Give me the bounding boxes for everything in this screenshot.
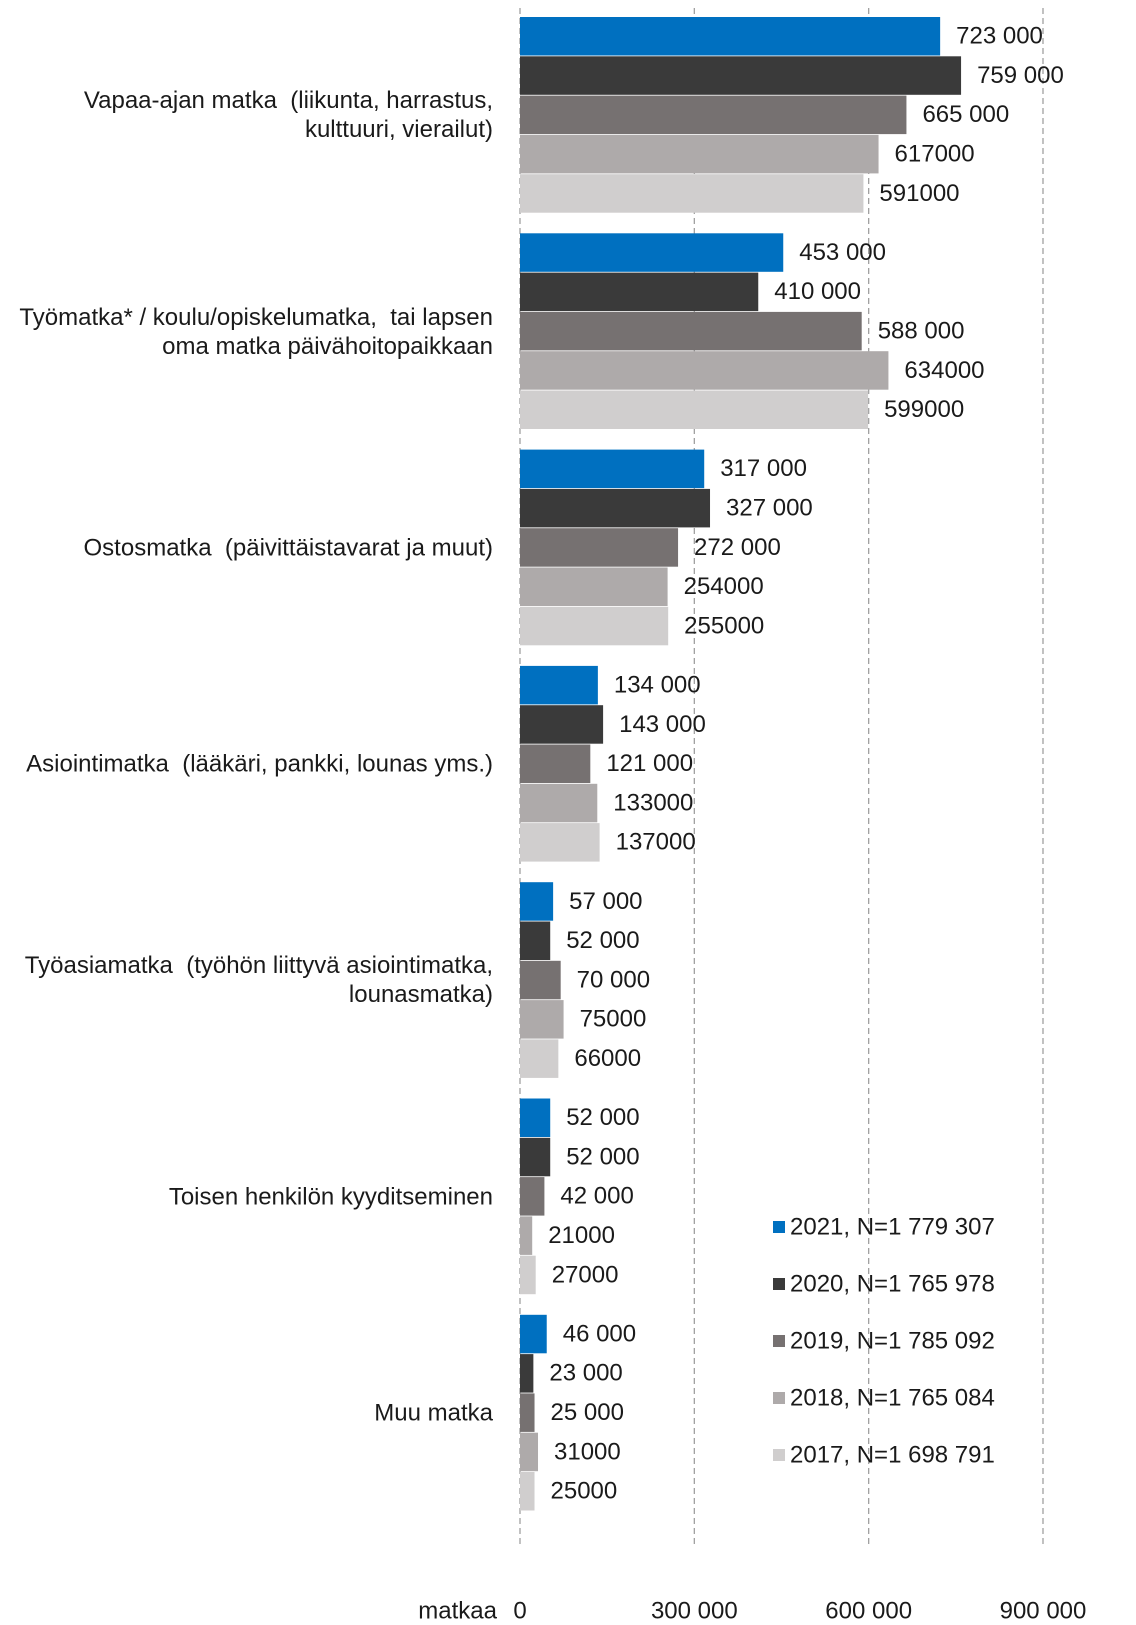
bar <box>520 56 962 95</box>
bar <box>520 1393 535 1432</box>
bar <box>520 233 784 272</box>
value-label: 588 000 <box>878 317 965 344</box>
value-label: 599000 <box>884 396 964 423</box>
x-tick-label: 0 <box>513 1597 526 1624</box>
legend-label: 2019, N=1 785 092 <box>790 1327 995 1354</box>
category-label: Ostosmatka (päivittäistavarat ja muut) <box>83 534 493 562</box>
value-label: 591000 <box>879 180 959 207</box>
bar <box>520 1472 535 1511</box>
category-label: Muu matka <box>374 1399 493 1427</box>
legend-swatch <box>773 1449 785 1461</box>
bar <box>520 528 679 567</box>
legend-label: 2017, N=1 698 791 <box>790 1441 995 1468</box>
bar <box>520 1255 536 1295</box>
bar <box>520 1039 559 1078</box>
value-label: 134 000 <box>614 671 701 698</box>
bar <box>520 1216 533 1255</box>
bar <box>520 95 907 135</box>
legend-swatch <box>773 1221 785 1233</box>
category-label: Työmatka* / koulu/opiskelumatka, tai lap… <box>19 303 500 360</box>
category-label: Työasiamatka (työhön liittyvä asiointima… <box>24 952 500 1009</box>
value-label: 254000 <box>684 573 764 600</box>
value-label: 453 000 <box>799 239 886 266</box>
value-label: 52 000 <box>566 927 639 954</box>
value-label: 75000 <box>580 1006 647 1033</box>
value-label: 327 000 <box>726 494 813 521</box>
value-label: 52 000 <box>566 1143 639 1170</box>
bar <box>520 1098 551 1137</box>
bar <box>520 960 561 1000</box>
value-label: 46 000 <box>563 1320 636 1347</box>
bar <box>520 17 941 56</box>
legend-swatch <box>773 1392 785 1404</box>
bar <box>520 823 600 862</box>
value-label: 57 000 <box>569 888 642 915</box>
bar <box>520 311 862 351</box>
bar <box>520 665 598 705</box>
legend-label: 2020, N=1 765 978 <box>790 1270 995 1297</box>
bar <box>520 272 759 312</box>
value-label: 723 000 <box>956 23 1043 50</box>
x-tick-label: 900 000 <box>1000 1597 1087 1624</box>
value-label: 133000 <box>613 789 693 816</box>
bar <box>520 606 669 646</box>
bar <box>520 1354 534 1393</box>
bar <box>520 488 711 528</box>
value-label: 255000 <box>684 612 764 639</box>
x-tick-label: 300 000 <box>651 1597 738 1624</box>
bar <box>520 783 598 823</box>
bar <box>520 567 668 606</box>
bar <box>520 174 864 213</box>
value-label: 137000 <box>616 829 696 856</box>
value-label: 317 000 <box>720 455 807 482</box>
value-label: 143 000 <box>619 711 706 738</box>
legend-swatch <box>773 1278 785 1290</box>
bar <box>520 705 604 744</box>
x-tick-label: 600 000 <box>825 1597 912 1624</box>
value-label: 665 000 <box>922 101 1009 128</box>
bar <box>520 449 705 489</box>
bar <box>520 744 591 783</box>
category-label: Asiointimatka (lääkäri, pankki, lounas y… <box>26 750 493 778</box>
value-label: 121 000 <box>606 750 693 777</box>
bar <box>520 351 889 390</box>
legend-swatch <box>773 1335 785 1347</box>
x-axis-label: matkaa <box>418 1597 497 1624</box>
legend-label: 2018, N=1 765 084 <box>790 1384 995 1411</box>
legend-label: 2021, N=1 779 307 <box>790 1213 995 1240</box>
value-label: 21000 <box>548 1222 615 1249</box>
bar <box>520 1177 545 1216</box>
value-label: 617000 <box>895 140 975 167</box>
value-label: 23 000 <box>549 1360 622 1387</box>
value-label: 52 000 <box>566 1104 639 1131</box>
value-label: 410 000 <box>774 278 861 305</box>
value-label: 27000 <box>552 1261 619 1288</box>
bar <box>520 1432 539 1472</box>
value-label: 31000 <box>554 1438 621 1465</box>
value-label: 70 000 <box>577 966 650 993</box>
value-label: 272 000 <box>694 534 781 561</box>
bar <box>520 1314 547 1354</box>
bar <box>520 390 869 429</box>
bar <box>520 1137 551 1177</box>
bar <box>520 134 879 174</box>
value-label: 66000 <box>574 1045 641 1072</box>
bar <box>520 882 554 921</box>
bar <box>520 921 551 960</box>
category-label: Vapaa-ajan matka (liikunta, harrastus, k… <box>83 87 500 144</box>
bar <box>520 1000 564 1039</box>
value-label: 759 000 <box>977 62 1064 89</box>
value-label: 25000 <box>551 1478 618 1505</box>
value-label: 25 000 <box>551 1399 624 1426</box>
category-label: Toisen henkilön kyyditseminen <box>168 1183 493 1211</box>
value-label: 634000 <box>904 357 984 384</box>
value-label: 42 000 <box>560 1183 633 1210</box>
